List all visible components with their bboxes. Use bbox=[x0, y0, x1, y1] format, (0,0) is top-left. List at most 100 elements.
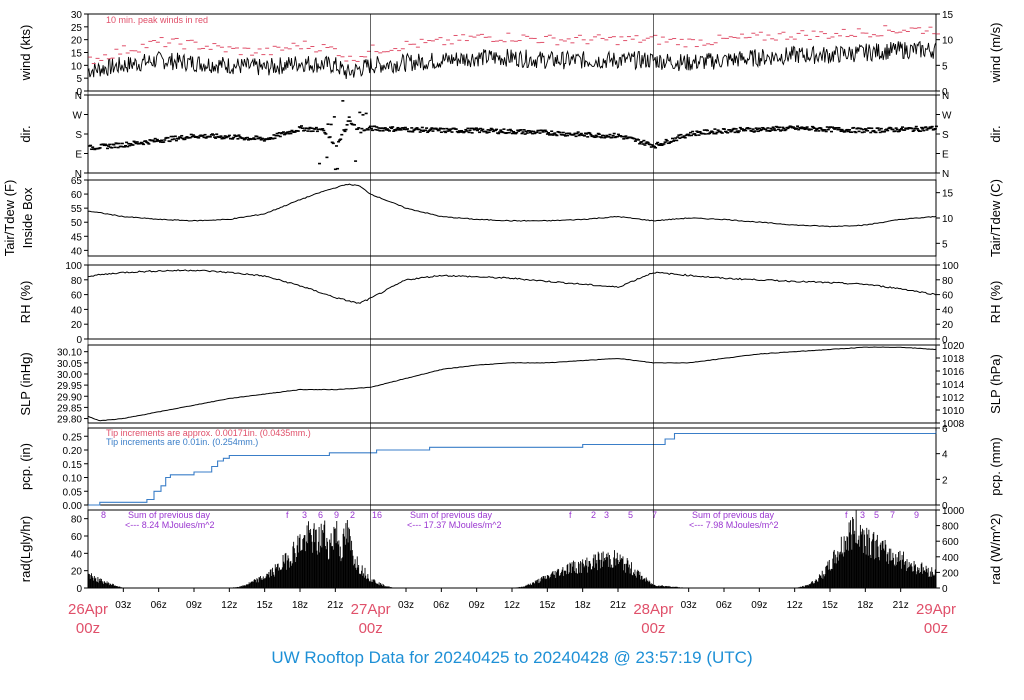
series-dir-point bbox=[652, 145, 656, 148]
series-dir-point bbox=[659, 143, 663, 145]
series-dir-point bbox=[384, 129, 388, 131]
series-dir-point bbox=[315, 130, 319, 133]
series-dir-point bbox=[663, 141, 667, 143]
series-dir-point bbox=[502, 128, 506, 130]
left-tick-label: 40 bbox=[71, 246, 83, 257]
series-dir-point bbox=[742, 129, 746, 132]
series-dir-point bbox=[540, 129, 544, 132]
time-tick-label: 15z bbox=[539, 600, 555, 611]
series-dir-point bbox=[691, 130, 695, 133]
series-dir-point bbox=[226, 135, 230, 138]
series-dir-point bbox=[424, 129, 428, 132]
series-dir-point bbox=[340, 133, 344, 136]
series-dir-point bbox=[883, 130, 886, 133]
series-dir-point bbox=[212, 134, 216, 136]
series-dir-point bbox=[463, 130, 467, 133]
series-dir-point bbox=[449, 128, 453, 130]
series-dir-point bbox=[585, 133, 589, 135]
series-dir-point bbox=[802, 126, 806, 129]
series-dir-point bbox=[650, 144, 654, 146]
series-dir-point bbox=[544, 130, 548, 133]
series-dir-point bbox=[300, 125, 303, 127]
time-tick-label: 15z bbox=[822, 600, 838, 611]
series-dir-point bbox=[108, 143, 112, 146]
series-dir-point bbox=[434, 127, 438, 130]
series-dir-point bbox=[131, 144, 135, 146]
series-dir-point bbox=[179, 136, 183, 139]
series-dir-point bbox=[365, 128, 369, 130]
left-tick-label: 60 bbox=[71, 190, 83, 201]
series-dir-point bbox=[656, 141, 660, 144]
series-dir-point bbox=[132, 140, 136, 143]
series-dir-point bbox=[450, 131, 454, 133]
series-dir-point bbox=[771, 126, 775, 129]
series-dir-point bbox=[644, 142, 648, 145]
series-dir-point bbox=[323, 131, 327, 134]
series-dir-point bbox=[509, 129, 513, 132]
series-dir-point bbox=[322, 129, 326, 132]
left-tick-label: 15 bbox=[71, 49, 83, 60]
series-dir-point bbox=[843, 130, 847, 133]
axis-title-left: Tair/Tdew (F) bbox=[2, 180, 17, 257]
day-label-time: 00z bbox=[359, 620, 383, 637]
right-tick-label: N bbox=[942, 169, 949, 180]
right-tick-label: 1020 bbox=[942, 341, 965, 352]
series-dir-point bbox=[819, 127, 823, 129]
series-dir-point bbox=[334, 145, 338, 147]
panel-frame-slp bbox=[87, 344, 937, 424]
axis-title-right: pcp. (mm) bbox=[988, 437, 1003, 496]
series-dir-point bbox=[475, 129, 479, 132]
series-dir-point bbox=[128, 144, 132, 147]
series-dir-point bbox=[895, 128, 899, 131]
left-tick-label: 29.80 bbox=[57, 415, 82, 426]
series-dir-point bbox=[183, 138, 187, 141]
right-tick-label: 1008 bbox=[942, 419, 965, 430]
day-label-date: 26Apr bbox=[68, 601, 108, 618]
series-dir-point bbox=[484, 130, 488, 133]
series-dir-point bbox=[491, 130, 495, 133]
left-tick-label: 0.05 bbox=[63, 487, 83, 498]
series-dir-point bbox=[498, 131, 502, 133]
series-dir-point bbox=[744, 129, 748, 132]
series-dir-point bbox=[446, 130, 450, 132]
series-dir-point bbox=[271, 137, 275, 140]
left-tick-label: 10 bbox=[71, 61, 83, 72]
series-dir-point bbox=[293, 131, 297, 133]
left-tick-label: 5 bbox=[76, 74, 82, 85]
series-dir-point bbox=[419, 129, 423, 132]
series-dir-point bbox=[722, 128, 726, 130]
series-dir-point bbox=[599, 136, 603, 139]
left-tick-label: N bbox=[75, 91, 82, 102]
series-dir-point bbox=[360, 127, 364, 130]
left-tick-label: 80 bbox=[71, 515, 83, 526]
series-dir-point bbox=[409, 130, 413, 133]
series-dir-point bbox=[425, 127, 429, 129]
series-dir-point bbox=[715, 131, 719, 134]
series-dir-point bbox=[886, 129, 890, 132]
hour-mark: 3 bbox=[860, 510, 865, 520]
series-dir-point bbox=[528, 131, 532, 134]
series-dir-point bbox=[345, 124, 349, 126]
series-dir-point bbox=[583, 135, 587, 137]
series-dir-point bbox=[523, 133, 527, 135]
series-dir-point bbox=[899, 127, 903, 130]
series-dir-point bbox=[385, 128, 389, 130]
series-dir-point bbox=[624, 135, 628, 137]
series-dir-point bbox=[837, 126, 841, 129]
right-tick-label: S bbox=[942, 130, 949, 141]
series-dir-point bbox=[141, 142, 144, 145]
series-dir-point bbox=[138, 142, 142, 145]
series-dir-point bbox=[545, 133, 549, 135]
series-dir-point bbox=[497, 132, 501, 135]
series-dir-point bbox=[906, 128, 910, 130]
series-dir-point bbox=[298, 126, 302, 129]
left-tick-label: 60 bbox=[71, 291, 83, 302]
series-dir-point bbox=[438, 127, 442, 130]
series-dir-point bbox=[330, 141, 334, 144]
series-dir-point bbox=[879, 127, 883, 130]
series-dir-point bbox=[135, 141, 139, 143]
series-dir-point bbox=[222, 137, 226, 140]
axis-title-right: wind (m/s) bbox=[988, 23, 1003, 84]
series-dir-point bbox=[464, 128, 468, 131]
series-dir-point bbox=[912, 129, 916, 132]
